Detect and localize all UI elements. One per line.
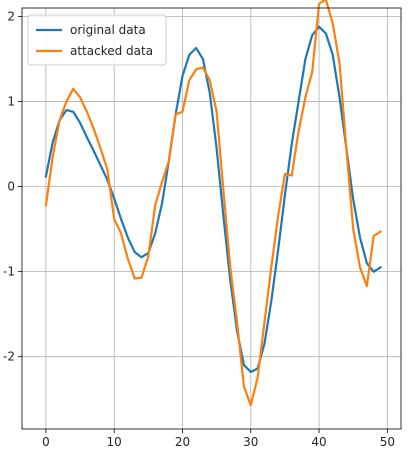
grid-layer bbox=[22, 8, 401, 429]
y-tick-label: 0 bbox=[7, 180, 15, 194]
x-tick-label: 50 bbox=[380, 435, 395, 449]
y-tick-label: -1 bbox=[3, 265, 15, 279]
x-tick-label: 20 bbox=[175, 435, 190, 449]
x-tick-label: 0 bbox=[42, 435, 50, 449]
axes-layer: 0 10 20 30 40 50 -2 -1 0 1 2 bbox=[3, 7, 402, 449]
x-tick-label: 30 bbox=[243, 435, 258, 449]
series-layer bbox=[44, 0, 383, 407]
series-line-original-data bbox=[44, 25, 383, 374]
series-line-attacked-data bbox=[44, 0, 383, 407]
legend: original data attacked data bbox=[27, 14, 167, 66]
y-tick-label: 2 bbox=[7, 10, 15, 24]
y-tick-label: -2 bbox=[3, 350, 15, 364]
legend-label: attacked data bbox=[70, 44, 153, 58]
legend-label: original data bbox=[70, 23, 146, 37]
legend-box bbox=[27, 14, 167, 66]
x-tick-label: 10 bbox=[107, 435, 122, 449]
plot-frame bbox=[21, 7, 402, 430]
y-tick-label: 1 bbox=[7, 95, 15, 109]
x-tick-label: 40 bbox=[311, 435, 326, 449]
